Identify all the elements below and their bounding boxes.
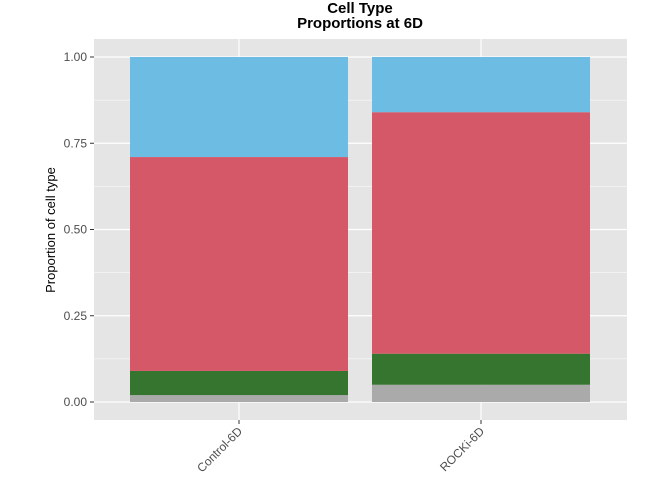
- chart-title: Cell Type: [327, 0, 393, 17]
- bar-segment: [130, 395, 348, 402]
- y-tick-label: 0.50: [64, 223, 88, 237]
- x-tick-label: Control-6D: [194, 424, 245, 475]
- y-axis-title: Proportion of cell type: [43, 167, 58, 293]
- y-axis: 0.00 0.25 0.50 0.75 1.00: [64, 50, 94, 409]
- y-tick-label: 1.00: [64, 50, 88, 64]
- y-tick-label: 0.25: [64, 309, 88, 323]
- x-axis: Control-6D ROCKi-6D: [194, 420, 487, 475]
- x-tick-label: ROCKi-6D: [437, 424, 487, 474]
- bar-layer: [130, 57, 590, 402]
- bar-segment: [372, 57, 590, 113]
- bar-segment: [372, 353, 590, 385]
- bar-segment: [130, 370, 348, 396]
- bar-segment: [130, 57, 348, 158]
- bar-segment: [130, 157, 348, 371]
- y-tick-label: 0.75: [64, 136, 88, 150]
- bar-segment: [372, 384, 590, 402]
- y-tick-label: 0.00: [64, 395, 88, 409]
- bar-segment: [372, 112, 590, 354]
- chart-subtitle: Proportions at 6D: [297, 15, 423, 32]
